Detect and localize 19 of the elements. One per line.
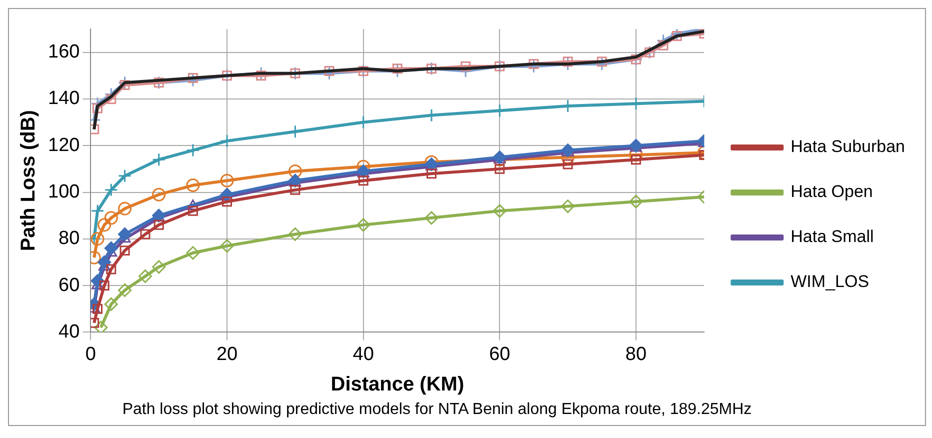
legend-label: WIM_LOS bbox=[790, 272, 870, 292]
x-tick-label: 20 bbox=[216, 344, 238, 365]
text: Path loss plot showing predictive models for NTA Benin along Ekpoma route, 189.25MHz bbox=[121, 401, 753, 420]
y-axis-title: Path Loss (dB) bbox=[18, 110, 40, 252]
x-axis-title: Distance (KM) bbox=[330, 374, 464, 396]
y-tick-label: 120 bbox=[48, 134, 80, 156]
legend-label: Hata Small bbox=[790, 227, 874, 246]
legend-label: Hata Open bbox=[790, 182, 873, 202]
x-tick-label: 60 bbox=[489, 344, 510, 365]
x-tick-label: 40 bbox=[352, 344, 374, 365]
y-tick-label: 80 bbox=[58, 228, 80, 250]
legend-label: Hata Suburban bbox=[790, 137, 906, 156]
x-tick-label: 80 bbox=[625, 344, 647, 365]
x-tick-label: 0 bbox=[85, 344, 96, 365]
y-tick-label: 100 bbox=[48, 181, 80, 202]
y-tick-label: 160 bbox=[48, 42, 80, 63]
y-tick-label: 60 bbox=[58, 274, 80, 296]
y-tick-label: 40 bbox=[58, 321, 80, 342]
y-tick-label: 140 bbox=[48, 88, 80, 110]
